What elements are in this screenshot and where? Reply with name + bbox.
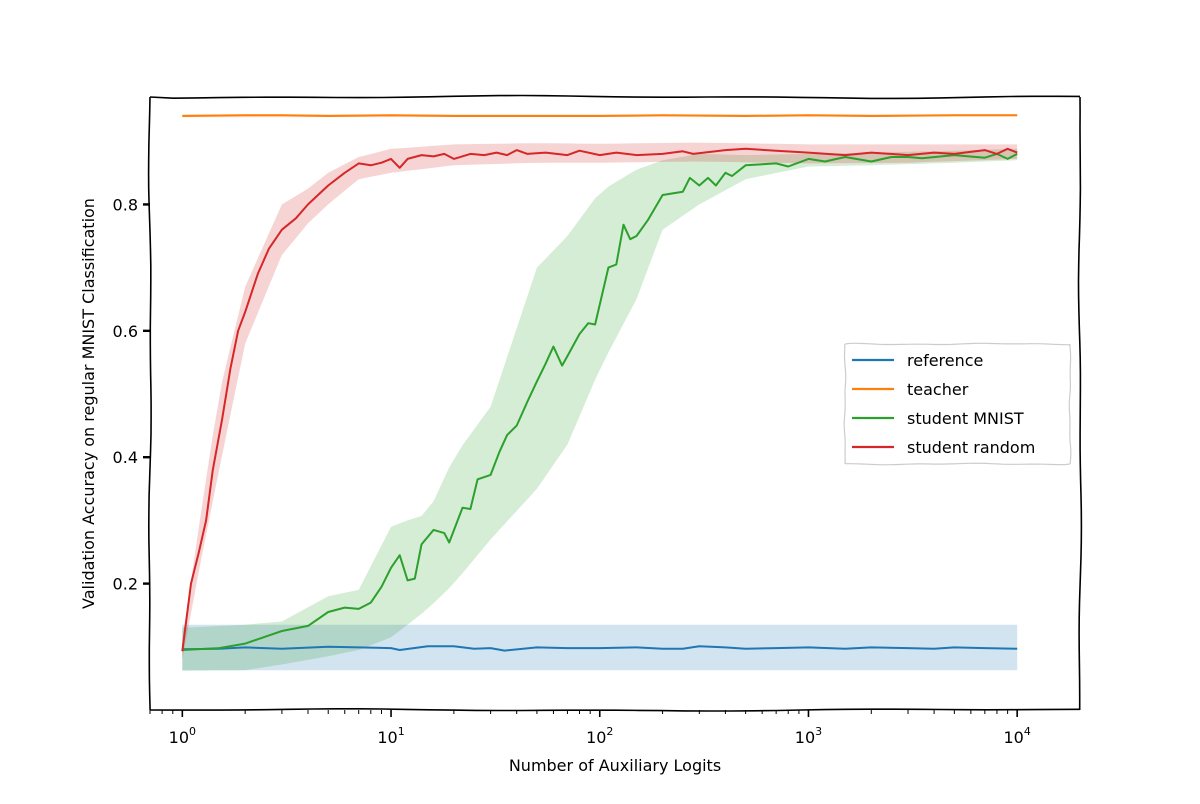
line-student-random <box>181 147 1018 652</box>
plot-frame <box>147 94 1083 712</box>
x-axis-spine <box>149 708 1081 712</box>
x-axis-title: Number of Auxiliary Logits <box>509 756 721 775</box>
confidence-bands <box>182 114 1018 671</box>
y-tick-label: 0.2 <box>113 575 138 594</box>
x-tick-label: 103 <box>795 725 822 747</box>
x-tick-label: 100 <box>169 725 196 747</box>
x-tick-label: 101 <box>377 725 404 747</box>
frame-right-spine <box>1077 96 1083 710</box>
x-axis-ticks: 100 101 102 103 104 <box>149 710 1031 747</box>
line-reference <box>182 645 1018 652</box>
line-teacher <box>182 114 1018 117</box>
legend-label-reference: reference <box>907 351 983 370</box>
legend-label-student-mnist: student MNIST <box>907 409 1024 428</box>
legend-label-teacher: teacher <box>907 380 969 399</box>
y-tick-label: 0.8 <box>113 195 138 214</box>
x-tick-label: 102 <box>586 725 613 747</box>
y-axis-ticks: 0.2 0.4 0.6 0.8 <box>113 195 150 594</box>
line-student-mnist <box>182 152 1018 651</box>
y-axis-title: Validation Accuracy on regular MNIST Cla… <box>79 198 98 609</box>
y-axis-spine <box>147 96 152 711</box>
legend-label-student-random: student random <box>907 438 1035 457</box>
legend: reference teacher student MNIST student ran… <box>843 342 1072 466</box>
frame-top-spine <box>149 94 1081 100</box>
y-tick-label: 0.6 <box>113 322 138 341</box>
band-student-mnist <box>182 148 1018 671</box>
x-tick-label: 104 <box>1003 725 1030 747</box>
legend-box <box>843 342 1072 466</box>
y-tick-label: 0.4 <box>113 448 138 467</box>
series-lines <box>181 114 1018 652</box>
